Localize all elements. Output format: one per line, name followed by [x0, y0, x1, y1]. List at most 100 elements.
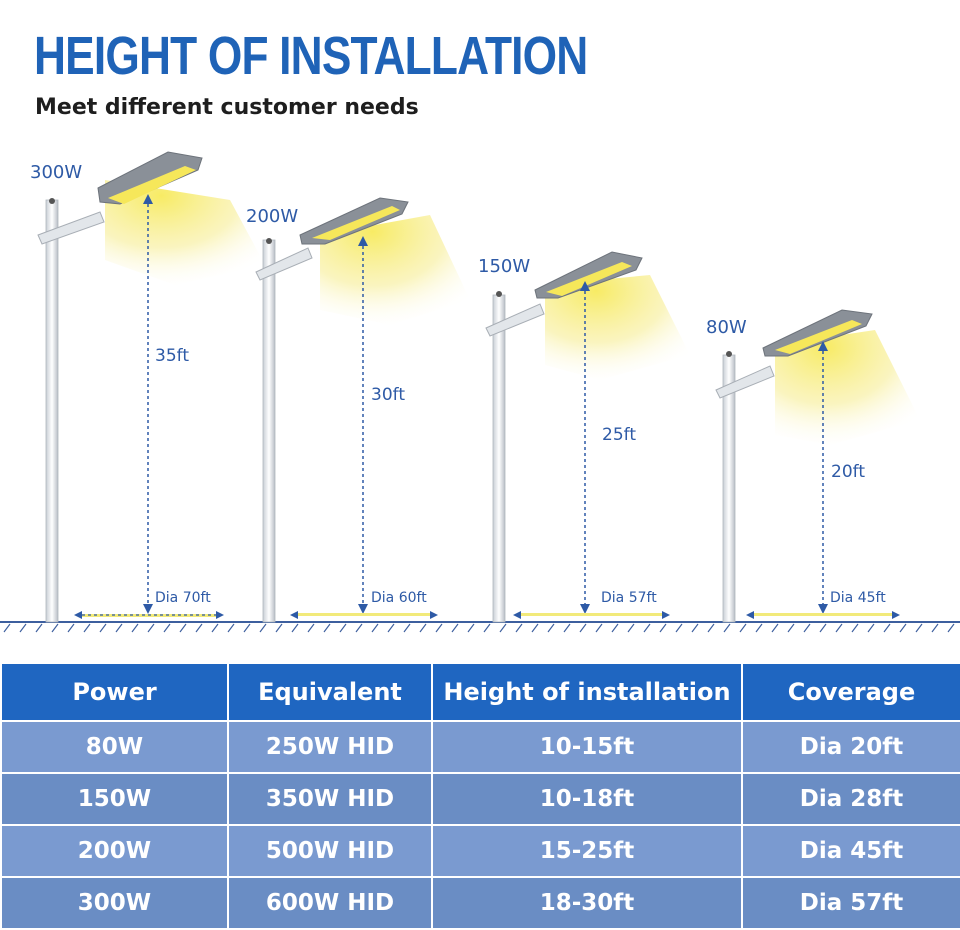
- ground-hatch-mark: [947, 623, 955, 633]
- lamp-head: [97, 151, 203, 205]
- ground-hatch-mark: [851, 623, 859, 633]
- coverage-bar: [752, 613, 894, 616]
- light-pole: [262, 239, 276, 623]
- ground-hatch-mark: [355, 623, 363, 633]
- ground-hatch-mark: [483, 623, 491, 633]
- table-header-row: Power Equivalent Height of installation …: [0, 662, 960, 722]
- ground-hatch-mark: [675, 623, 683, 633]
- ground-hatch-mark: [419, 623, 427, 633]
- ground-hatch-mark: [595, 623, 603, 633]
- ground-hatch-mark: [883, 623, 891, 633]
- light-beam: [320, 215, 470, 325]
- ground-hatch-mark: [3, 623, 11, 633]
- ground-hatch-mark: [35, 623, 43, 633]
- ground-hatch-mark: [659, 623, 667, 633]
- ground-hatch-mark: [611, 623, 619, 633]
- ground-hatch-mark: [739, 623, 747, 633]
- height-label: 20ft: [831, 462, 865, 482]
- ground-hatch-mark: [195, 623, 203, 633]
- ground-hatch-mark: [803, 623, 811, 633]
- ground-hatch-mark: [707, 623, 715, 633]
- ground-hatch-mark: [755, 623, 763, 633]
- ground-hatch-mark: [563, 623, 571, 633]
- coverage-bar: [520, 613, 664, 616]
- ground-hatch-mark: [227, 623, 235, 633]
- table-cell: 500W HID: [227, 824, 433, 878]
- table-cell: 15-25ft: [431, 824, 743, 878]
- power-label: 300W: [30, 162, 82, 183]
- table-cell: 18-30ft: [431, 876, 743, 930]
- light-pole: [492, 294, 506, 623]
- table-cell: 80W: [0, 720, 229, 774]
- light-beam: [105, 180, 265, 285]
- page-title: HEIGHT OF INSTALLATION: [34, 26, 588, 86]
- ground-hatch-mark: [19, 623, 27, 633]
- table-cell: Dia 28ft: [741, 772, 960, 826]
- ground-hatch-mark: [179, 623, 187, 633]
- coverage-bar: [296, 613, 432, 616]
- ground-hatch-mark: [771, 623, 779, 633]
- ground-hatch-mark: [691, 623, 699, 633]
- power-label: 150W: [478, 256, 530, 277]
- ground-hatch-mark: [307, 623, 315, 633]
- ground-hatch-mark: [931, 623, 939, 633]
- table-cell: 350W HID: [227, 772, 433, 826]
- table-cell: 250W HID: [227, 720, 433, 774]
- ground-hatch-mark: [67, 623, 75, 633]
- installation-illustration: 300W 35ft Dia 70ft 200W 30ft Dia 60ft 15…: [0, 151, 960, 633]
- table-cell: Dia 45ft: [741, 824, 960, 878]
- ground-hatch-mark: [243, 623, 251, 633]
- ground-hatch-mark: [211, 623, 219, 633]
- ground-hatch-mark: [371, 623, 379, 633]
- ground-hatch-mark: [403, 623, 411, 633]
- height-label: 35ft: [155, 346, 189, 366]
- ground-hatch-mark: [627, 623, 635, 633]
- light-pole: [45, 199, 59, 623]
- ground-hatch-mark: [451, 623, 459, 633]
- table-cell: 300W: [0, 876, 229, 930]
- ground-hatch-mark: [915, 623, 923, 633]
- light-beam: [775, 330, 920, 445]
- ground-hatch-mark: [163, 623, 171, 633]
- ground-hatch-mark: [99, 623, 107, 633]
- power-label: 80W: [706, 317, 747, 338]
- table-row: 300W 600W HID 18-30ft Dia 57ft: [0, 876, 960, 930]
- street-light-300w: [37, 151, 265, 623]
- diameter-label: Dia 60ft: [371, 590, 427, 606]
- ground-hatch-mark: [387, 623, 395, 633]
- street-light-150w: [485, 251, 690, 623]
- height-label: 30ft: [371, 385, 405, 405]
- ground-line: [0, 621, 960, 633]
- ground-hatch-mark: [867, 623, 875, 633]
- ground-hatch-mark: [467, 623, 475, 633]
- table-cell: 600W HID: [227, 876, 433, 930]
- ground-hatch-mark: [275, 623, 283, 633]
- ground-hatch-mark: [323, 623, 331, 633]
- diameter-label: Dia 45ft: [830, 590, 886, 606]
- table-cell: 150W: [0, 772, 229, 826]
- power-label: 200W: [246, 206, 298, 227]
- ground-hatch-mark: [515, 623, 523, 633]
- ground-hatch-mark: [787, 623, 795, 633]
- ground-hatch-mark: [579, 623, 587, 633]
- ground-hatch-mark: [723, 623, 731, 633]
- ground-hatch-mark: [51, 623, 59, 633]
- light-beam: [545, 275, 690, 380]
- table-cell: Dia 57ft: [741, 876, 960, 930]
- table-cell: Dia 20ft: [741, 720, 960, 774]
- column-header: Power: [0, 662, 229, 722]
- table-row: 200W 500W HID 15-25ft Dia 45ft: [0, 824, 960, 878]
- table-cell: 10-15ft: [431, 720, 743, 774]
- ground-hatch-mark: [115, 623, 123, 633]
- street-light-80w: [715, 309, 920, 623]
- height-label: 25ft: [602, 425, 636, 445]
- table-cell: 200W: [0, 824, 229, 878]
- ground-hatch-mark: [435, 623, 443, 633]
- ground-hatch-mark: [643, 623, 651, 633]
- ground-hatch-mark: [339, 623, 347, 633]
- ground-hatch-mark: [259, 623, 267, 633]
- ground-hatch-mark: [819, 623, 827, 633]
- ground-hatch-mark: [547, 623, 555, 633]
- ground-hatch-mark: [499, 623, 507, 633]
- ground-hatch-mark: [291, 623, 299, 633]
